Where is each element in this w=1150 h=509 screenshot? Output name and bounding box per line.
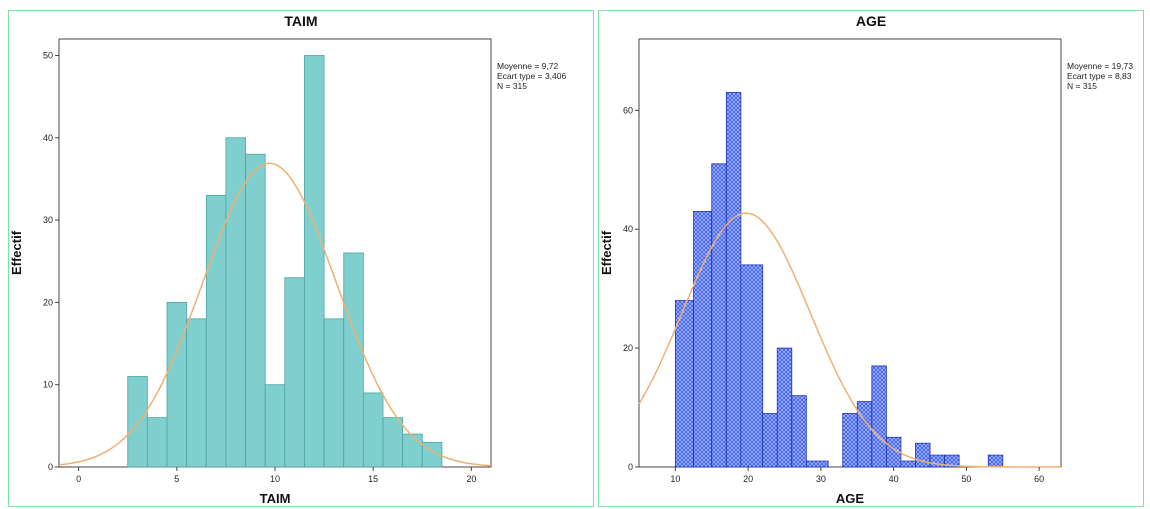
y-tick-label: 40 bbox=[43, 133, 53, 143]
histogram-bar bbox=[186, 318, 207, 468]
chart-panel-age: AGE Moyenne = 19,73 Ecart type = 8,83 N … bbox=[598, 10, 1144, 507]
x-tick-label: 15 bbox=[368, 474, 378, 484]
histogram-bar bbox=[362, 392, 384, 468]
histogram-bar bbox=[323, 318, 345, 468]
x-axis-title: AGE bbox=[836, 491, 865, 506]
histogram-bar bbox=[791, 395, 807, 468]
histogram-bar bbox=[284, 277, 305, 468]
histogram-bar bbox=[304, 55, 325, 468]
y-tick-label: 50 bbox=[43, 50, 53, 60]
y-tick-label: 20 bbox=[623, 343, 633, 353]
histogram-bar bbox=[871, 365, 887, 468]
histogram-bar bbox=[402, 433, 423, 468]
histogram-bar bbox=[776, 347, 793, 468]
histogram-bar bbox=[127, 376, 148, 468]
chart-title: TAIM bbox=[284, 13, 318, 29]
x-tick-label: 10 bbox=[670, 474, 680, 484]
normal-curve bbox=[58, 162, 492, 467]
y-axis-title: Effectif bbox=[599, 230, 614, 275]
histogram-age: 10 20 30 40 50 60 0 20 40 60 AGE Effectif bbox=[599, 38, 1062, 506]
x-tick-label: 40 bbox=[889, 474, 899, 484]
x-tick-label: 20 bbox=[466, 474, 476, 484]
y-tick-label: 60 bbox=[623, 105, 633, 115]
x-tick-label: 20 bbox=[743, 474, 753, 484]
histogram-bar bbox=[166, 301, 188, 468]
y-tick-label: 0 bbox=[628, 462, 633, 472]
y-tick-label: 0 bbox=[48, 462, 53, 472]
histogram-bar bbox=[856, 401, 873, 468]
x-tick-label: 50 bbox=[961, 474, 971, 484]
histogram-bar bbox=[693, 210, 713, 468]
x-axis-title: TAIM bbox=[260, 491, 291, 506]
x-tick-label: 5 bbox=[174, 474, 179, 484]
stat-mean: Moyenne = 19,73 bbox=[1067, 61, 1133, 71]
y-tick-label: 20 bbox=[43, 297, 53, 307]
histogram-bar bbox=[805, 460, 829, 468]
histogram-bar bbox=[944, 454, 960, 468]
normal-curve bbox=[638, 212, 1061, 468]
x-tick-label: 10 bbox=[270, 474, 280, 484]
chart-panel-taim: TAIM Moyenne = 9,72 Ecart type = 3,406 N… bbox=[8, 10, 594, 507]
x-tick-label: 0 bbox=[76, 474, 81, 484]
stat-sd: Ecart type = 3,406 bbox=[497, 71, 567, 81]
histogram-bar bbox=[245, 153, 266, 468]
histogram-bar bbox=[264, 384, 286, 468]
x-tick-label: 30 bbox=[816, 474, 826, 484]
y-tick-label: 10 bbox=[43, 380, 53, 390]
histogram-bar bbox=[740, 264, 764, 468]
histogram-bar bbox=[146, 417, 168, 468]
histogram-bar bbox=[711, 163, 727, 468]
y-tick-label: 40 bbox=[623, 224, 633, 234]
histogram-bar bbox=[915, 442, 931, 468]
histogram-bar bbox=[674, 300, 694, 468]
stats-legend: Moyenne = 9,72 Ecart type = 3,406 N = 31… bbox=[497, 61, 566, 91]
histogram-bar bbox=[842, 413, 858, 468]
histogram-bar bbox=[343, 252, 364, 468]
histogram-taim: 0 5 10 15 20 0 10 20 30 40 50 TAIM Effectif bbox=[9, 38, 492, 506]
stats-legend: Moyenne = 19,73 Ecart type = 8,83 N = 31… bbox=[1067, 61, 1145, 91]
histogram-bar bbox=[987, 454, 1004, 468]
y-axis-title: Effectif bbox=[9, 230, 24, 275]
chart-title: AGE bbox=[855, 13, 887, 29]
histogram-bar bbox=[382, 417, 404, 468]
histogram-bar bbox=[725, 92, 742, 468]
stat-n: N = 315 bbox=[1067, 81, 1098, 91]
stat-mean: Moyenne = 9,72 bbox=[497, 61, 559, 71]
histogram-bar bbox=[900, 460, 916, 468]
x-tick-label: 60 bbox=[1034, 474, 1044, 484]
histogram-bar bbox=[205, 194, 227, 468]
y-tick-label: 30 bbox=[43, 215, 53, 225]
histogram-bar bbox=[762, 413, 778, 468]
stat-sd: Ecart type = 8,83 bbox=[1067, 71, 1132, 81]
stat-n: N = 315 bbox=[497, 81, 528, 91]
